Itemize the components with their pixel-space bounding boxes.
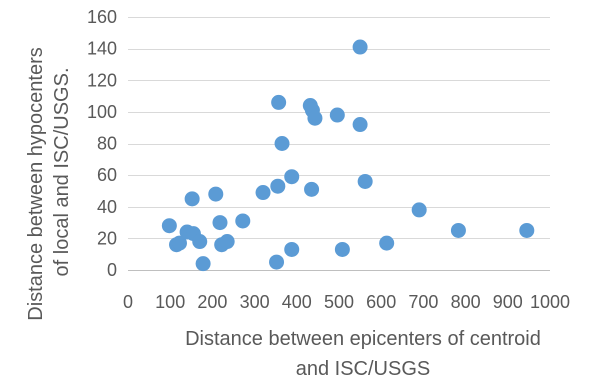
y-tick-label: 80 — [97, 134, 117, 154]
data-point — [208, 186, 224, 202]
data-point — [192, 234, 208, 250]
y-axis-title-line-2: of local and ISC/USGS. — [51, 68, 73, 277]
x-tick-label: 700 — [408, 292, 438, 312]
x-tick-label: 900 — [493, 292, 523, 312]
x-tick-label: 800 — [451, 292, 481, 312]
y-tick-label: 40 — [97, 197, 117, 217]
data-point — [284, 169, 300, 185]
y-axis-title-line-1: Distance between hypocenters — [25, 47, 47, 321]
data-point — [519, 222, 535, 238]
data-point — [235, 213, 251, 229]
data-point — [284, 241, 300, 257]
data-point — [304, 181, 320, 197]
data-point — [270, 178, 286, 194]
data-point — [450, 222, 466, 238]
y-tick-label: 100 — [87, 102, 117, 122]
x-tick-labels: 0 100 200 300 400 500 600 700 800 900 1000 — [123, 292, 570, 312]
data-point — [411, 202, 427, 218]
y-tick-label: 120 — [87, 70, 117, 90]
x-tick-label: 600 — [366, 292, 396, 312]
data-point — [271, 94, 287, 110]
y-tick-label: 20 — [97, 228, 117, 248]
data-points — [161, 39, 535, 272]
data-point — [274, 136, 290, 151]
y-tick-label: 140 — [87, 39, 117, 59]
data-point — [171, 235, 187, 251]
data-point — [161, 218, 177, 234]
data-point — [184, 191, 200, 207]
x-tick-label: 500 — [324, 292, 354, 312]
y-tick-label: 0 — [107, 260, 117, 280]
x-tick-label: 300 — [240, 292, 270, 312]
x-axis-title-line-2: and ISC/USGS — [296, 358, 431, 380]
y-tick-label: 160 — [87, 7, 117, 27]
data-point — [352, 39, 368, 55]
data-point — [307, 110, 323, 126]
data-point — [334, 241, 350, 257]
x-axis-title-line-1: Distance between epicenters of centroid — [185, 328, 541, 350]
data-point — [212, 215, 228, 231]
data-point — [329, 107, 345, 123]
x-tick-label: 0 — [123, 292, 133, 312]
data-point — [195, 256, 211, 272]
x-tick-label: 1000 — [530, 292, 570, 312]
data-point — [357, 173, 373, 189]
y-tick-labels: 0 20 40 60 80 100 120 140 160 — [87, 7, 117, 280]
data-point — [352, 117, 368, 133]
data-point — [219, 234, 235, 250]
data-point — [255, 185, 271, 201]
y-tick-label: 60 — [97, 165, 117, 185]
x-tick-label: 100 — [155, 292, 185, 312]
x-tick-label: 200 — [197, 292, 227, 312]
data-point — [379, 235, 395, 251]
data-point — [269, 254, 285, 270]
x-tick-label: 400 — [282, 292, 312, 312]
